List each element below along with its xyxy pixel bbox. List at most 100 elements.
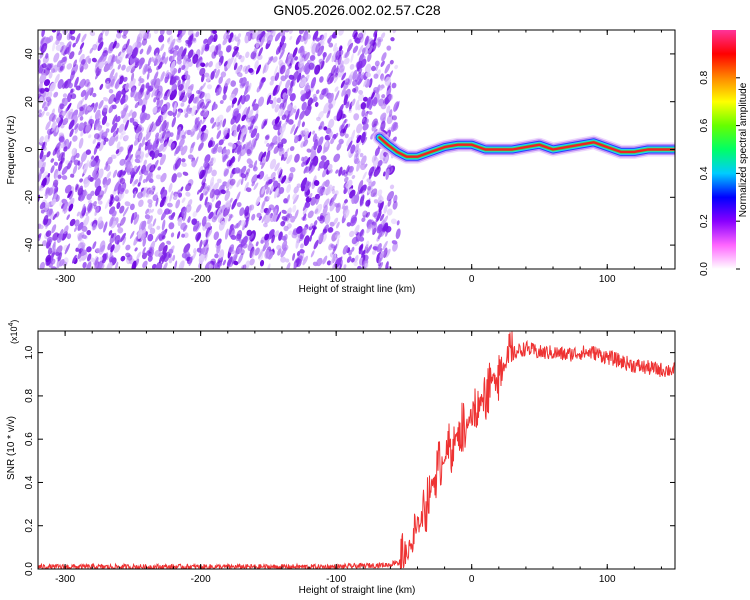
- noise-speck: [346, 42, 354, 53]
- noise-speck: [176, 130, 181, 141]
- noise-speck: [62, 202, 69, 213]
- snr-x-ticks: -300 -200 -100 0 100: [37, 331, 662, 585]
- noise-speck: [245, 260, 250, 269]
- noise-speck: [283, 147, 290, 158]
- noise-speck: [331, 188, 336, 195]
- noise-speck: [126, 254, 133, 261]
- noise-speck: [47, 91, 53, 99]
- noise-speck: [289, 166, 296, 173]
- noise-speck: [106, 264, 111, 269]
- noise-speck: [251, 250, 256, 259]
- noise-speck: [141, 252, 148, 260]
- noise-speck: [116, 223, 121, 228]
- noise-speck: [365, 199, 371, 207]
- noise-speck: [228, 244, 235, 253]
- noise-speck: [106, 171, 112, 179]
- noise-speck: [142, 178, 147, 184]
- noise-speck: [195, 204, 202, 213]
- noise-speck: [101, 253, 107, 264]
- noise-speck: [218, 87, 222, 95]
- noise-speck: [120, 232, 126, 243]
- noise-speck: [146, 85, 151, 96]
- noise-speck: [364, 35, 369, 46]
- noise-speck: [198, 142, 204, 152]
- noise-speck: [325, 52, 332, 63]
- noise-speck: [167, 110, 174, 116]
- noise-speck: [191, 160, 197, 168]
- noise-speck: [302, 213, 307, 221]
- noise-speck: [52, 42, 56, 52]
- noise-speck: [79, 106, 84, 112]
- noise-speck: [341, 72, 347, 81]
- noise-speck: [105, 128, 110, 133]
- noise-speck: [200, 131, 205, 141]
- noise-speck: [188, 255, 193, 267]
- noise-speck: [112, 104, 117, 110]
- noise-speck: [310, 250, 315, 258]
- noise-speck: [271, 234, 275, 244]
- noise-speck: [136, 191, 144, 199]
- noise-speck: [234, 222, 239, 229]
- noise-speck: [270, 171, 276, 180]
- noise-speck: [177, 67, 182, 74]
- noise-speck: [105, 164, 111, 172]
- noise-speck: [350, 144, 356, 154]
- noise-speck: [232, 97, 237, 105]
- noise-speck: [344, 199, 348, 204]
- noise-speck: [92, 92, 97, 98]
- noise-speck: [141, 104, 146, 113]
- noise-speck: [302, 206, 308, 215]
- noise-speck: [391, 115, 397, 121]
- noise-speck: [63, 225, 69, 235]
- noise-speck: [281, 216, 288, 221]
- colorbar-tick-label: 0.8: [699, 70, 710, 84]
- noise-speck: [266, 207, 271, 215]
- noise-speck: [143, 63, 150, 73]
- noise-speck: [177, 46, 184, 58]
- noise-speck: [199, 91, 205, 99]
- noise-speck: [323, 102, 330, 114]
- noise-speck: [131, 211, 138, 221]
- noise-speck: [94, 178, 101, 189]
- noise-speck: [158, 34, 165, 43]
- noise-speck: [40, 42, 48, 54]
- noise-speck: [45, 230, 52, 237]
- noise-speck: [51, 68, 56, 73]
- noise-speck: [215, 84, 220, 93]
- noise-speck: [390, 218, 397, 225]
- noise-speck: [59, 103, 65, 110]
- noise-speck: [146, 123, 152, 134]
- noise-speck: [389, 184, 395, 190]
- noise-speck: [201, 73, 205, 83]
- noise-speck: [277, 248, 282, 256]
- noise-speck: [361, 217, 366, 223]
- noise-speck: [143, 159, 147, 166]
- noise-speck: [39, 261, 45, 269]
- noise-speck: [187, 30, 194, 36]
- noise-speck: [134, 165, 141, 175]
- noise-speck: [160, 43, 165, 52]
- noise-speck: [203, 109, 209, 118]
- noise-speck: [224, 190, 231, 201]
- noise-speck: [114, 195, 119, 200]
- noise-speck: [115, 136, 119, 142]
- noise-speck: [85, 123, 91, 134]
- spectrogram-y-tick-label: -40: [24, 237, 35, 252]
- noise-speck: [69, 30, 76, 35]
- noise-speck: [353, 32, 358, 40]
- noise-speck: [274, 230, 280, 238]
- noise-speck: [94, 173, 98, 181]
- noise-speck: [90, 155, 95, 160]
- noise-speck: [56, 150, 61, 159]
- noise-speck: [295, 237, 300, 249]
- noise-speck: [200, 101, 205, 109]
- noise-speck: [278, 169, 283, 179]
- noise-speck: [281, 175, 287, 184]
- noise-speck: [348, 109, 353, 114]
- noise-speck: [261, 186, 266, 195]
- noise-speck: [341, 87, 346, 97]
- noise-speck: [344, 78, 350, 85]
- noise-speck: [193, 225, 197, 230]
- noise-speck: [44, 188, 49, 197]
